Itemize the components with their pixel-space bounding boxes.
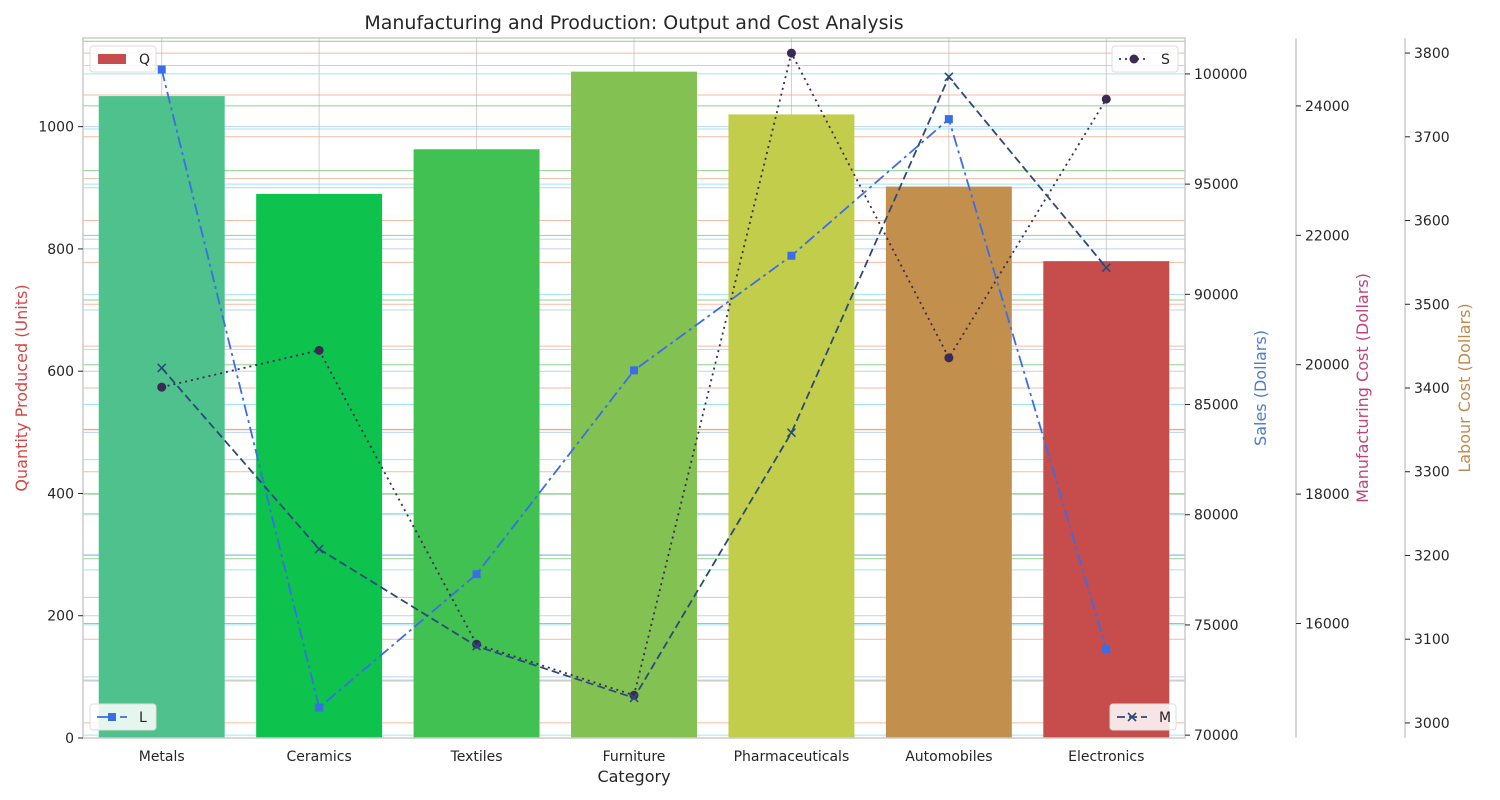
bar-pharmaceuticals	[728, 114, 855, 739]
line-layer	[157, 48, 1111, 712]
series-point-l	[1102, 645, 1111, 654]
sales-axis-title: Sales (Dollars)	[1251, 330, 1270, 446]
labour-tick-label: 3300	[1414, 465, 1450, 481]
legend-label: M	[1159, 710, 1171, 726]
series-point-m	[786, 428, 796, 438]
series-point-m	[1101, 263, 1111, 273]
series-point-m	[157, 363, 167, 373]
sales-tick-label: 70000	[1194, 728, 1239, 744]
series-point-l	[787, 251, 796, 260]
bar-automobiles	[885, 186, 1012, 738]
series-point-s	[157, 382, 167, 392]
legend-swatch	[98, 54, 126, 64]
x-tick-label: Automobiles	[905, 749, 992, 765]
legend-marker	[1127, 712, 1137, 722]
legend-marker	[1129, 54, 1139, 64]
sales-tick-label: 90000	[1194, 287, 1239, 303]
labour-tick-label: 3800	[1414, 46, 1450, 62]
manufacturing-tick-label: 16000	[1305, 616, 1350, 632]
x-tick-label: Ceramics	[287, 749, 352, 765]
x-tick-label: Pharmaceuticals	[734, 749, 850, 765]
bar-ceramics	[256, 193, 383, 738]
x-tick-label: Furniture	[603, 749, 666, 765]
manufacturing-tick-label: 20000	[1305, 358, 1350, 374]
series-point-l	[944, 115, 953, 124]
axis-layer: Metals Ceramics Textiles Furniture Pharmaceu…	[12, 38, 1474, 765]
bar-furniture	[571, 71, 697, 738]
sales-tick-label: 80000	[1194, 508, 1239, 524]
sales-tick-label: 85000	[1194, 398, 1239, 414]
series-point-s	[1101, 94, 1111, 104]
sales-tick-label: 100000	[1194, 67, 1247, 83]
manufacturing-tick-label: 24000	[1305, 99, 1350, 115]
series-point-l	[157, 65, 166, 74]
manufacturing-axis-title: Manufacturing Cost (Dollars)	[1353, 273, 1372, 503]
labour-tick-label: 3100	[1414, 632, 1450, 648]
series-point-s	[786, 48, 796, 58]
quantity-tick-label: 0	[65, 731, 74, 747]
labour-tick-label: 3200	[1414, 548, 1450, 564]
quantity-axis-title: Quantity Produced (Units)	[12, 284, 31, 491]
legend-label: S	[1161, 52, 1170, 68]
x-tick-label: Metals	[139, 749, 185, 765]
legend-m: M	[1109, 703, 1177, 731]
series-point-m	[314, 544, 324, 554]
quantity-tick-label: 200	[47, 609, 74, 625]
bar-metals	[98, 96, 225, 738]
series-point-s	[944, 353, 954, 363]
series-point-l	[630, 366, 638, 375]
quantity-tick-label: 1000	[38, 120, 74, 136]
legend-s: S	[1111, 45, 1179, 73]
manufacturing-tick-label: 22000	[1305, 228, 1350, 244]
bar-textiles	[413, 149, 540, 739]
legend-label: L	[139, 710, 147, 726]
x-axis-title: Category	[597, 767, 670, 786]
quantity-tick-label: 600	[47, 364, 74, 380]
x-tick-label: Textiles	[450, 749, 503, 765]
labour-tick-label: 3600	[1414, 214, 1450, 230]
plot-frame	[82, 37, 1186, 739]
series-point-l	[315, 703, 324, 712]
legend-l: L	[89, 703, 157, 731]
bar-layer	[98, 71, 1170, 739]
labour-tick-label: 3400	[1414, 381, 1450, 397]
labour-tick-label: 3700	[1414, 130, 1450, 146]
bar-electronics	[1043, 261, 1170, 738]
x-tick-label: Electronics	[1068, 749, 1144, 765]
sales-tick-label: 75000	[1194, 618, 1239, 634]
manufacturing-tick-label: 18000	[1305, 487, 1350, 503]
series-point-l	[472, 570, 481, 579]
series-point-m	[629, 693, 639, 703]
legend-q: Q	[89, 45, 157, 73]
chart-title: Manufacturing and Production: Output and…	[364, 12, 903, 34]
sales-tick-label: 95000	[1194, 177, 1239, 193]
series-point-m	[472, 641, 482, 651]
series-point-m	[944, 72, 954, 82]
labour-axis-title: Labour Cost (Dollars)	[1455, 303, 1474, 472]
quantity-tick-label: 400	[47, 486, 74, 502]
quantity-tick-label: 800	[47, 242, 74, 258]
legend-label: Q	[139, 52, 150, 68]
series-point-s	[314, 345, 324, 355]
legend-marker	[108, 713, 116, 721]
legend-layer: Q L S M	[89, 45, 1179, 731]
labour-tick-label: 3500	[1414, 297, 1450, 313]
labour-tick-label: 3000	[1414, 716, 1450, 732]
